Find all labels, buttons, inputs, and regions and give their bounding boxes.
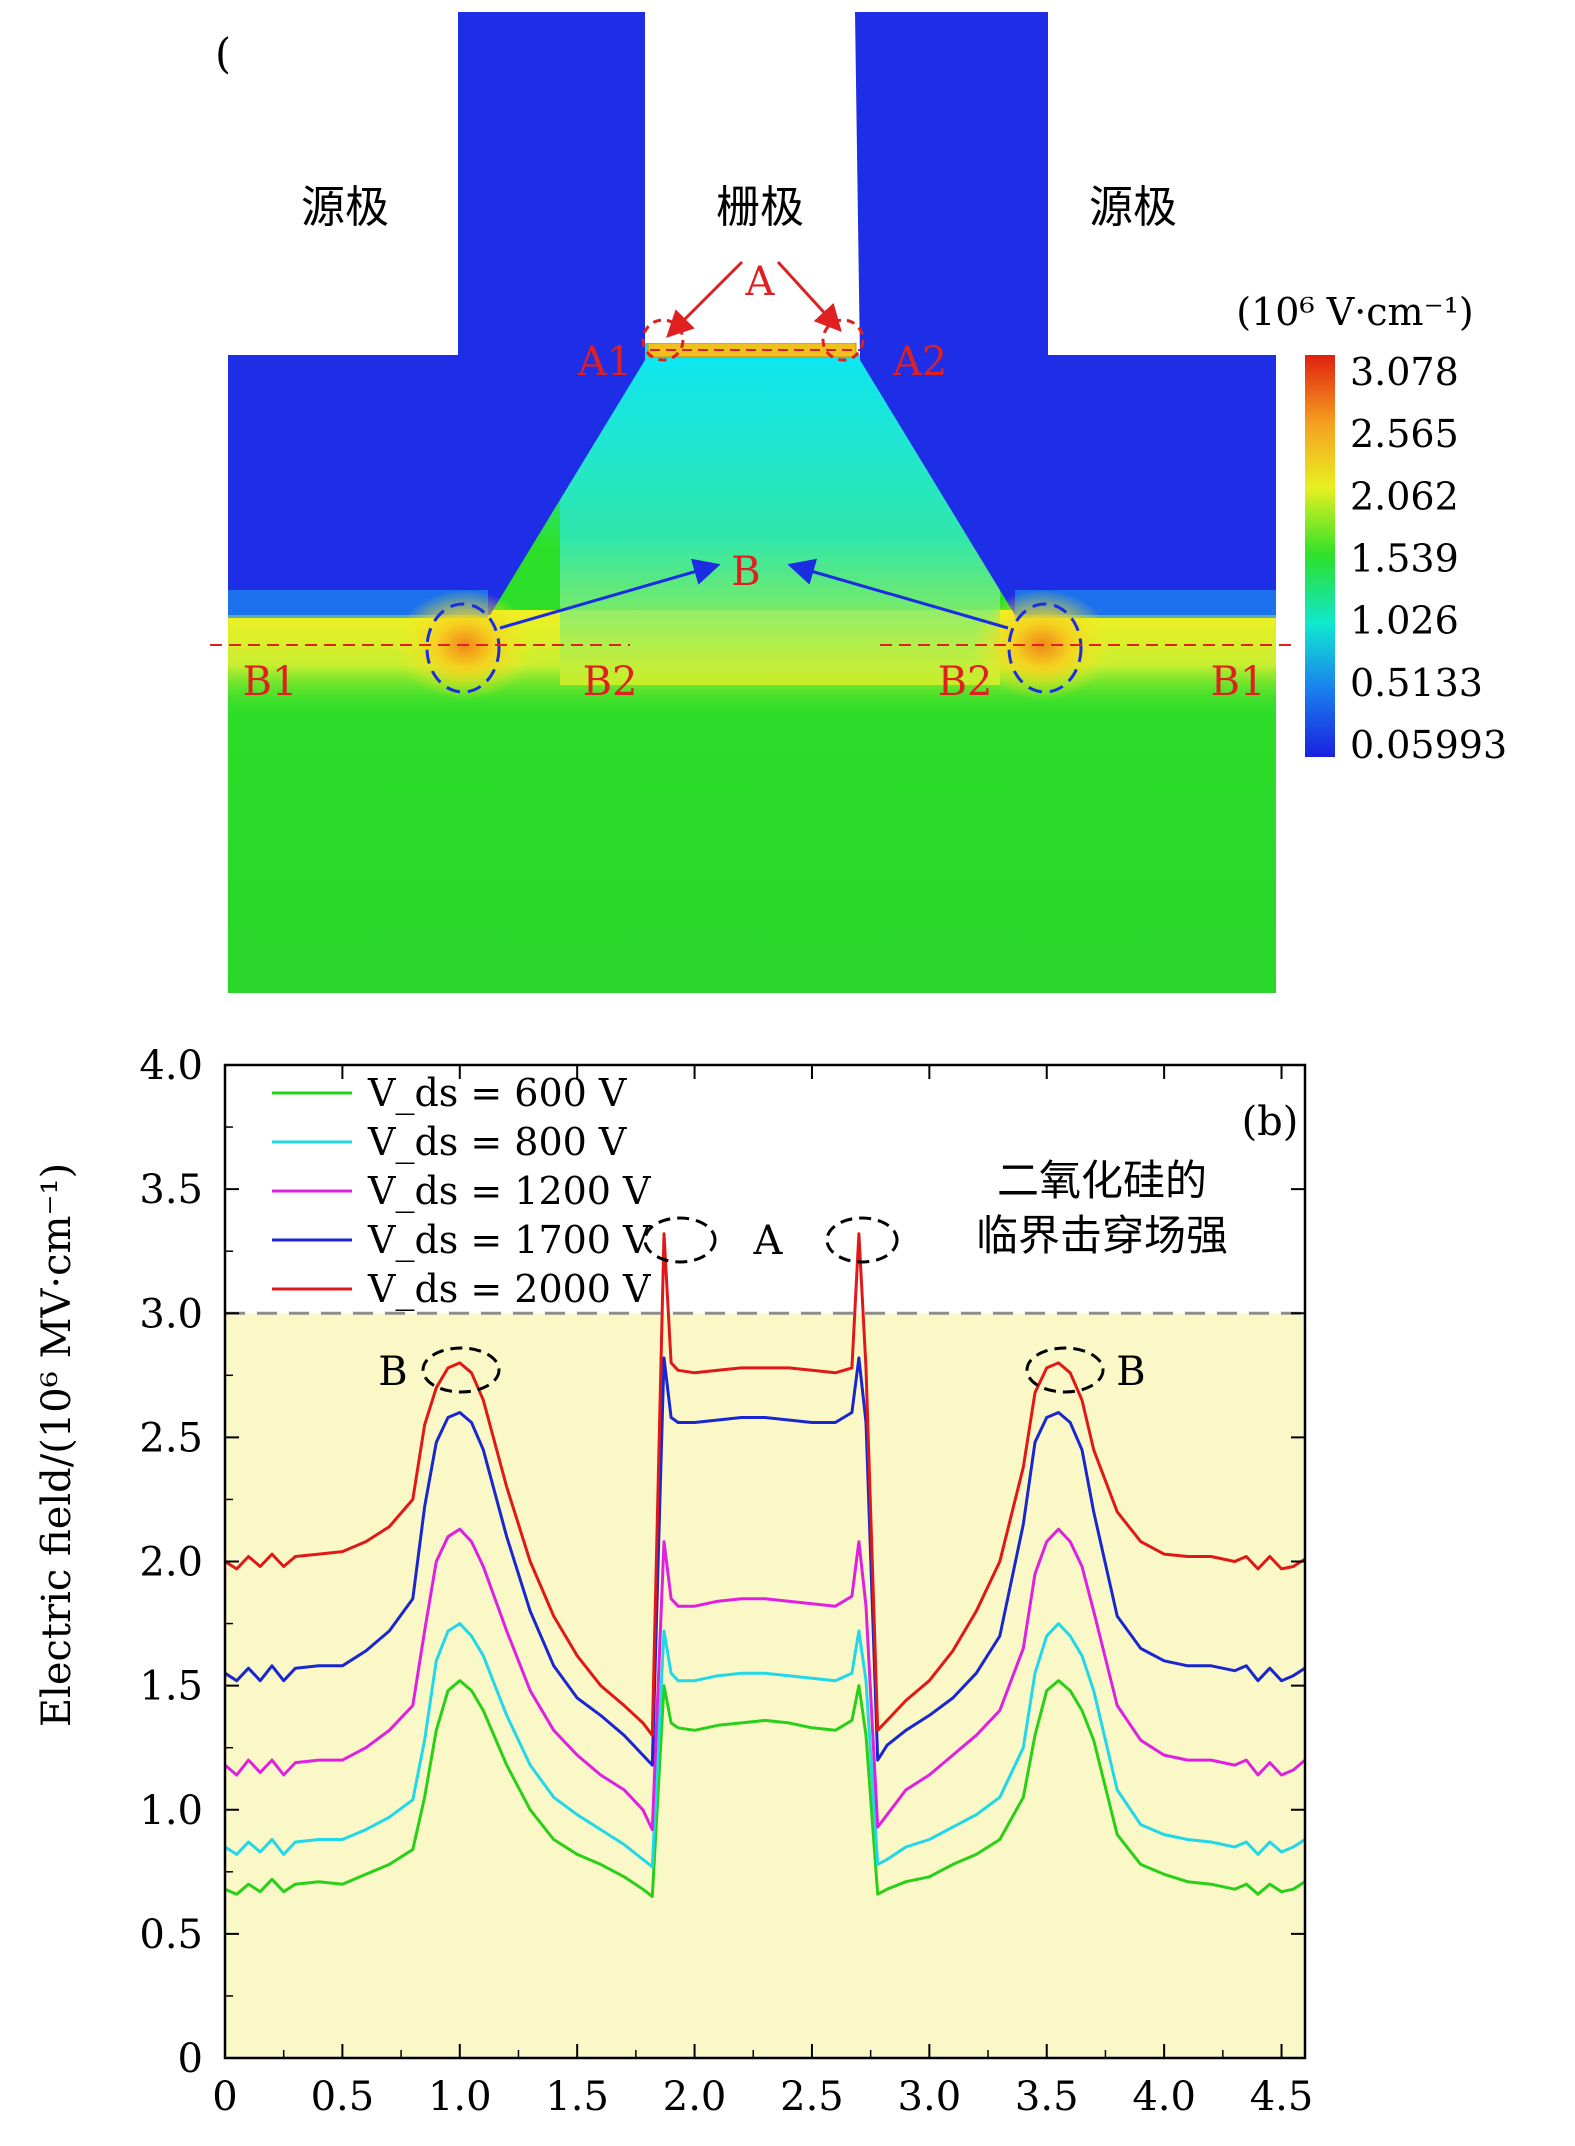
ellipse-b-right [1025,1346,1105,1394]
y-tick-label: 1.0 [139,1788,203,1834]
colorbar-tick-label: 1.539 [1350,537,1459,581]
x-tick-label: 1.5 [545,2074,609,2120]
line-chart-panel: 0 0.5 1.0 1.5 2.0 2.5 3.0 3.5 4.0 4.5 0 0.5 1.0 1.5 2.… [34,1043,1313,2120]
legend-label: V_ds = 800 V [367,1120,627,1165]
y-tick-label: 3.5 [139,1167,203,1213]
source-right-region [855,12,1276,615]
legend: V_ds = 600 VV_ds = 800 VV_ds = 1200 VV_d… [272,1071,651,1312]
chart-marker-a: A [753,1218,784,1264]
colorbar: (10⁶ V·cm⁻¹) 3.078 2.565 2.062 1.539 1.026 0.… [1236,290,1507,767]
circle-a2 [821,318,865,362]
series-line-4 [224,1356,1306,1767]
x-tick-label: 2.0 [663,2074,727,2120]
ellipse-a-left [643,1216,717,1264]
circle-b-left [425,602,501,694]
legend-label: V_ds = 1200 V [367,1169,651,1214]
chart-marker-b-right: B [1116,1349,1145,1395]
series-line-1 [224,1679,1306,1899]
marker-b-label: B [731,549,760,595]
marker-a1-label: A1 [577,339,632,385]
y-tick-label: 2.0 [139,1540,203,1586]
x-tick-label: 0 [212,2074,237,2120]
source-right-label: 源极 [1089,182,1177,233]
colorbar-scale [1305,355,1335,757]
marker-b1-right-label: B1 [1211,659,1266,705]
ellipse-a-right [825,1216,899,1264]
arrow-a2 [776,260,842,332]
annotation-line2: 临界击穿场强 [976,1211,1228,1260]
arrow-b-right [787,558,1009,630]
x-tick-label: 3.0 [898,2074,962,2120]
x-tick-label: 2.5 [780,2074,844,2120]
source-left-region [228,12,645,615]
colorbar-tick-label: 0.5133 [1350,661,1483,705]
field-map [228,10,1278,993]
y-tick-label: 0 [178,2036,203,2082]
marker-b2-left-label: B2 [583,659,638,705]
circle-a1 [641,318,685,362]
field-map-panel: (a) 源极 栅极 源极 A [210,10,1507,993]
y-axis-label: Electric field/(10⁶ MV·cm⁻¹) [34,1163,80,1727]
y-tick-label: 2.5 [139,1415,203,1461]
series-line-3 [224,1527,1306,1832]
colorbar-title: (10⁶ V·cm⁻¹) [1236,290,1473,334]
series-line-2 [224,1622,1306,1869]
marker-b1-left-label: B1 [243,659,298,705]
ellipse-b-left [421,1346,501,1394]
legend-label: V_ds = 2000 V [367,1267,651,1312]
annotation-line1: 二氧化硅的 [997,1156,1207,1205]
x-tick-label: 3.5 [1015,2074,1079,2120]
colorbar-tick-label: 2.565 [1350,412,1459,456]
marker-a2-label: A2 [892,339,947,385]
circle-b-right [1007,602,1083,694]
y-tick-label: 3.0 [139,1291,203,1337]
legend-label: V_ds = 600 V [367,1071,627,1116]
gate-label: 栅极 [716,182,804,233]
marker-a-label: A [745,259,776,305]
x-tick-label: 4.0 [1132,2074,1196,2120]
arrow-b-left [499,558,721,630]
chart-marker-b-left: B [378,1349,407,1395]
critical-field-region [225,1313,1305,2058]
legend-label: V_ds = 1700 V [367,1218,651,1263]
colorbar-tick-label: 1.026 [1350,599,1459,643]
y-tick-label: 0.5 [139,1912,203,1958]
colorbar-tick-label: 2.062 [1350,474,1459,518]
x-tick-label: 1.0 [428,2074,492,2120]
x-tick-label: 4.5 [1250,2074,1314,2120]
source-left-label: 源极 [301,182,389,233]
colorbar-tick-label: 0.05993 [1350,723,1507,767]
series-line-5 [224,1232,1306,1737]
marker-b2-right-label: B2 [938,659,993,705]
colorbar-tick-label: 3.078 [1350,350,1459,394]
y-tick-label: 4.0 [139,1043,203,1089]
gate-opening [645,10,855,343]
panel-b-label: (b) [1242,1099,1299,1145]
x-tick-label: 0.5 [311,2074,375,2120]
arrow-a1 [666,260,744,338]
y-tick-label: 1.5 [139,1664,203,1710]
